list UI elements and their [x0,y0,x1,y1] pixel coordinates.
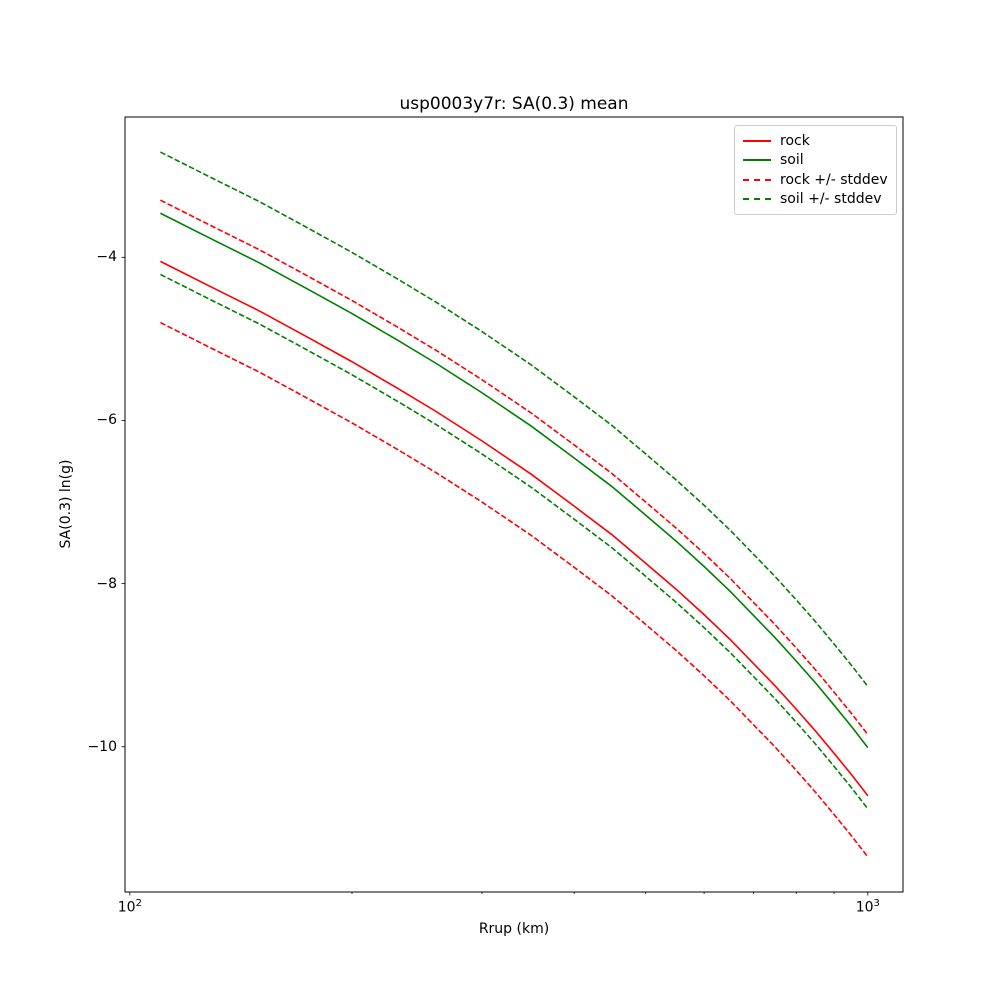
legend-item-soil: soil [743,151,888,170]
y-tick-label: −8 [96,575,117,592]
series-soil [160,212,869,749]
x-axis-label: Rrup (km) [478,921,550,937]
chart-title: usp0003y7r: SA(0.3) mean [399,94,629,114]
legend-label-rock: rock [780,132,810,149]
legend-label-rock-stddev: rock +/- stddev [780,171,888,188]
series-rock_minus_stddev [160,321,869,858]
series-soil_minus_stddev [160,273,869,810]
x-tick-label: 103 [855,898,880,916]
series-rock [160,260,869,797]
legend-line-soil-stddev [743,198,771,201]
y-tick-label: −4 [96,249,117,266]
y-tick-label: −6 [96,412,117,429]
legend-line-rock-stddev [743,178,771,181]
series-rock_plus_stddev [160,199,869,736]
legend-line-rock [743,139,771,142]
series-soil_plus_stddev [160,151,869,687]
legend-item-rock-stddev: rock +/- stddev [743,170,888,189]
legend-item-rock: rock [743,131,888,150]
plot-border [124,116,904,893]
legend: rock soil rock +/- stddev soil +/- stdde… [734,125,897,215]
y-tick-label: −10 [87,738,117,755]
y-axis-label: SA(0.3) ln(g) [58,459,74,549]
legend-label-soil: soil [780,152,804,169]
legend-item-soil-stddev: soil +/- stddev [743,190,888,209]
legend-label-soil-stddev: soil +/- stddev [780,191,882,208]
x-tick-label: 102 [117,898,142,916]
legend-line-soil [743,159,771,162]
